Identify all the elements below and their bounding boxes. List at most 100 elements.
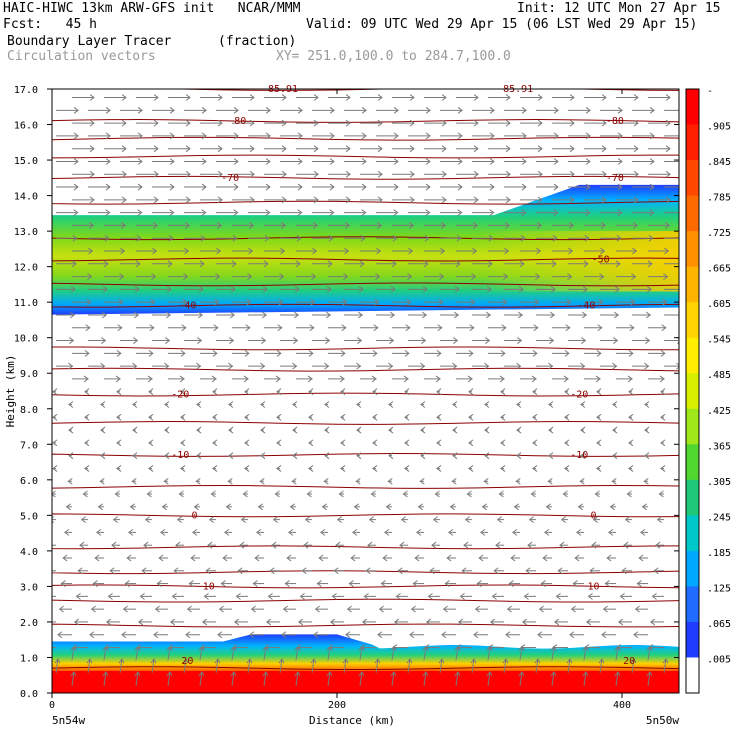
colorbar-label: .005 — [707, 654, 731, 665]
vector-arrowhead — [404, 388, 410, 396]
vector-arrowhead — [421, 311, 428, 319]
vector-arrowhead — [581, 311, 588, 319]
vector-arrowhead — [532, 465, 538, 472]
vector-arrowhead — [281, 94, 287, 101]
vector-arrowhead — [73, 132, 79, 140]
contour-labels: 20 20 10 10 0 0 -10 -10 -20 -20 -40 -40 -50 -70 -70 -80… — [171, 84, 635, 667]
vector-arrowhead — [468, 413, 474, 421]
vector-arrowhead — [615, 260, 621, 268]
vector-arrowhead — [549, 337, 555, 344]
vector-arrowhead — [65, 503, 71, 511]
vector-arrowhead — [580, 452, 586, 460]
vector-arrowhead — [52, 439, 58, 447]
vector-arrowhead — [280, 247, 286, 255]
vector-arrowhead — [105, 209, 111, 217]
vector-arrowhead — [133, 337, 139, 344]
colorbar-swatch — [686, 231, 699, 268]
vector-arrowhead — [466, 490, 472, 498]
vector-arrowhead — [205, 567, 211, 575]
vector-arrowhead — [169, 132, 175, 140]
vector-arrowhead — [427, 592, 433, 600]
vector-arrowhead — [269, 567, 275, 575]
vector-arrowhead — [376, 247, 382, 255]
vector-arrowhead — [645, 337, 651, 344]
vector-arrowhead — [678, 286, 679, 293]
vector-arrowhead — [237, 567, 243, 575]
circulation-vectors — [52, 94, 679, 686]
vector-arrowhead — [135, 260, 141, 268]
vector-arrowhead — [310, 658, 317, 664]
vector-arrowhead — [410, 605, 416, 613]
vector-arrowhead — [441, 94, 447, 101]
vector-arrowhead — [550, 285, 556, 293]
vector-arrowhead — [436, 465, 442, 472]
vector-name: Circulation vectors — [7, 49, 156, 64]
vector-arrowhead — [420, 426, 426, 434]
temperature-contour-line — [52, 545, 679, 550]
vector-arrowhead — [498, 490, 504, 498]
vector-arrow — [135, 671, 139, 686]
vector-arrowhead — [547, 477, 553, 485]
vector-arrowhead — [534, 658, 541, 664]
vector-arrowhead — [136, 234, 142, 242]
x-axis: 0 200 400 — [49, 89, 631, 711]
vector-arrowhead — [404, 439, 410, 447]
vector-arrowhead — [393, 209, 399, 217]
vector-arrow — [375, 659, 379, 674]
vector-arrowhead — [260, 401, 266, 408]
vector-arrowhead — [617, 183, 623, 191]
vector-arrowhead — [552, 644, 558, 651]
vector-arrowhead — [137, 132, 143, 140]
vector-arrowhead — [153, 170, 159, 178]
vector-arrow — [135, 646, 139, 661]
vector-arrowhead — [118, 298, 124, 306]
vector-arrowhead — [452, 362, 458, 370]
vector-arrowhead — [446, 554, 452, 562]
vector-arrowhead — [308, 349, 314, 357]
vector-arrowhead — [262, 285, 268, 293]
vector-arrowhead — [146, 490, 152, 498]
vector-arrowhead — [640, 529, 646, 536]
vector-arrowhead — [500, 465, 506, 472]
temperature-contour-line — [52, 303, 679, 308]
vector-arrowhead — [646, 285, 652, 293]
vector-arrowhead — [438, 658, 445, 664]
vector-arrowhead — [217, 119, 223, 127]
vector-arrowhead — [71, 260, 77, 268]
init-time: Init: 12 UTC Mon 27 Apr 15 — [517, 1, 721, 16]
vector-arrowhead — [420, 452, 426, 460]
vector-arrow — [279, 659, 283, 674]
vector-arrowhead — [89, 119, 95, 127]
vector-arrowhead — [601, 631, 607, 639]
vector-arrowhead — [454, 285, 460, 293]
vector-arrowhead — [408, 222, 415, 229]
vector-arrowhead — [439, 273, 445, 280]
vector-arrow — [359, 671, 363, 686]
vector-arrowhead — [233, 209, 239, 217]
vector-arrowhead — [173, 567, 179, 575]
vector-arrow — [407, 659, 411, 674]
vector-arrowhead — [361, 132, 367, 140]
vector-arrowhead — [525, 567, 531, 575]
vector-arrowhead — [371, 375, 377, 383]
vector-arrowhead — [661, 324, 667, 332]
vector-arrowhead — [214, 658, 221, 664]
vector-arrowhead — [320, 529, 326, 536]
vector-arrowhead — [308, 413, 314, 421]
vector-arrowhead — [585, 106, 591, 114]
vector-arrowhead — [516, 426, 522, 434]
vector-arrowhead — [328, 234, 334, 242]
vector-arrow — [487, 646, 491, 661]
vector-arrow — [567, 659, 571, 674]
vector-arrowhead — [664, 247, 670, 255]
vector-arrowhead — [397, 567, 403, 575]
vector-arrowhead — [169, 106, 175, 114]
vector-arrowhead — [246, 298, 252, 306]
vector-arrowhead — [412, 580, 418, 587]
y-tick-label: 11.0 — [14, 298, 38, 309]
vector-arrowhead — [617, 618, 624, 626]
vector-arrowhead — [564, 388, 570, 396]
vector-arrowhead — [440, 222, 447, 229]
vector-arrowhead — [456, 234, 462, 242]
vector-arrowhead — [201, 132, 207, 140]
